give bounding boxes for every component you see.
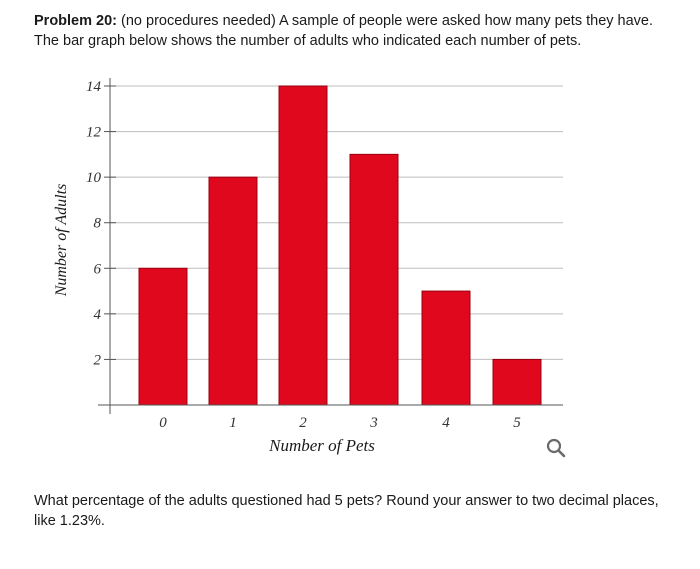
question-text: What percentage of the adults questioned… xyxy=(34,493,659,529)
search-button[interactable] xyxy=(544,436,570,462)
y-tick-label: 14 xyxy=(86,79,102,95)
x-axis-title: Number of Pets xyxy=(268,436,375,455)
problem-statement: Problem 20: (no procedures needed) A sam… xyxy=(34,11,698,51)
problem-intro: (no procedures needed) A sample of peopl… xyxy=(117,13,654,29)
y-axis-title: Number of Adults xyxy=(53,184,70,298)
y-tick-label: 4 xyxy=(94,307,102,323)
y-tick-label: 10 xyxy=(86,170,102,186)
search-icon xyxy=(546,438,566,458)
bar-1 xyxy=(208,176,258,406)
bar-4 xyxy=(421,290,471,406)
y-tick-label: 8 xyxy=(94,216,102,232)
x-tick-label: 1 xyxy=(229,415,237,431)
problem-label: Problem 20: xyxy=(34,13,117,29)
bar-2 xyxy=(278,85,328,406)
x-tick-label: 4 xyxy=(442,415,450,431)
bar-0 xyxy=(138,267,188,406)
bar-3 xyxy=(349,153,399,406)
y-tick-label: 2 xyxy=(94,352,102,368)
bar-5 xyxy=(492,358,542,406)
x-tick-label: 5 xyxy=(513,415,521,431)
x-tick-label: 3 xyxy=(369,415,378,431)
x-tick-label: 0 xyxy=(159,415,167,431)
problem-line-2: The bar graph below shows the number of … xyxy=(34,33,582,49)
x-tick-label: 2 xyxy=(299,415,307,431)
y-tick-label: 12 xyxy=(86,125,102,141)
y-tick-label: 6 xyxy=(94,261,102,277)
axes xyxy=(98,78,563,414)
bars xyxy=(138,85,542,406)
